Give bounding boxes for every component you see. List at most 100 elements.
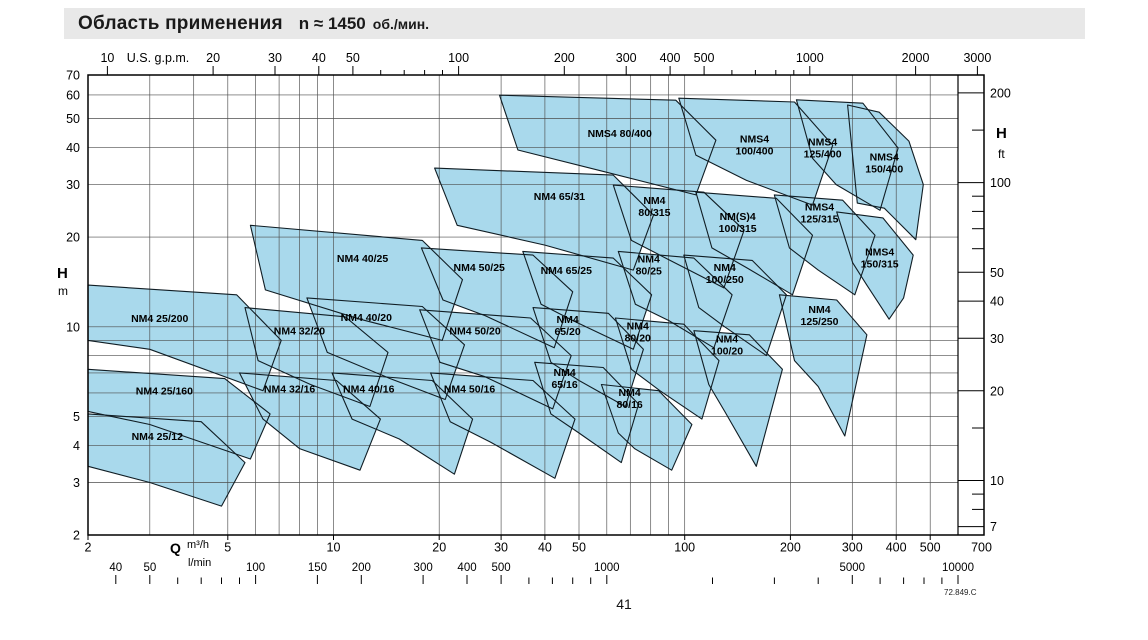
tick-label: 4 <box>73 439 80 453</box>
pump-region-label-text: 150/400 <box>865 163 903 175</box>
pump-region-fill-nm4-25-160 <box>88 369 271 459</box>
pump-region-label-nm4-32-20: NM4 32/20 <box>274 326 326 338</box>
pump-region-outline-nm4-100-250 <box>683 254 787 357</box>
pump-region-label-text: NM4 65/31 <box>534 191 586 203</box>
pump-region-outline-nm4-50-16 <box>430 372 576 479</box>
tick-label: 2000 <box>902 51 930 65</box>
ft-axis-unit: ft <box>998 147 1005 161</box>
pump-region-outline-nms4-80-400 <box>498 94 717 196</box>
tick-label: 60 <box>66 88 80 102</box>
speed-unit-label: об./мин. <box>372 15 430 32</box>
tick-label: 5000 <box>839 562 865 574</box>
pump-region-outline-nm4-32-20 <box>244 307 389 408</box>
tick-label: 200 <box>352 562 371 574</box>
pump-region-label-text: 65/16 <box>551 379 577 391</box>
pump-region-outline-nm4-65-20 <box>532 307 644 408</box>
tick-label: 500 <box>920 541 941 555</box>
speed-label: n ≈ 1450 <box>298 13 366 33</box>
pump-region-outline-nm4-40-25 <box>249 224 464 341</box>
pump-region-fill-nms4-150-400 <box>847 105 924 240</box>
pump-region-label-nm4-25-160: NM4 25/160 <box>136 386 193 398</box>
pump-region-label-text: 150/315 <box>861 259 899 271</box>
tick-label: 100 <box>674 541 695 555</box>
tick-label: 30 <box>66 178 80 192</box>
tick-label: 3000 <box>963 51 991 65</box>
tick-label: 5 <box>73 410 80 424</box>
pump-region-label-text: NMS4 <box>865 247 894 259</box>
lmin-scale-labels: 40 50 100 150 200 300 400 500 1000 5000 10000 <box>109 562 974 574</box>
pump-region-label-text: NM4 32/16 <box>264 384 316 396</box>
pump-region-outline-nm4-80-20 <box>614 317 720 420</box>
tick-label: 10 <box>100 51 114 65</box>
pump-region-label-text: 100/315 <box>719 223 757 235</box>
tick-label: 100 <box>448 51 469 65</box>
pump-region-outline-nm-s-4-100-315 <box>695 191 814 296</box>
tick-label: 40 <box>312 51 326 65</box>
y-axis-unit: m <box>58 284 68 298</box>
tick-label: 400 <box>886 541 907 555</box>
pump-region-label-nm4-25-12: NM4 25/12 <box>132 431 184 443</box>
tick-label: 10000 <box>942 562 974 574</box>
gpm-scale-ticks <box>106 66 978 75</box>
pump-region-labels: NM4 25/12 NM4 25/160 NM4 25/200 NM4 32/16 NM… <box>131 128 903 443</box>
tick-label: 40 <box>66 141 80 155</box>
pump-region-label-text: NM4 25/200 <box>131 313 188 325</box>
tick-label: 50 <box>346 51 360 65</box>
pump-region-label-text: NM4 25/12 <box>132 431 184 443</box>
pump-region-label-text: NMS4 <box>870 151 899 163</box>
pump-region-outline-nms4-150-400 <box>847 104 924 241</box>
page-number: 41 <box>616 596 632 612</box>
tick-label: 1000 <box>796 51 824 65</box>
pump-region-outline-nm4-65-31 <box>434 167 655 271</box>
tick-label: 400 <box>660 51 681 65</box>
pump-region-label-nm4-32-16: NM4 32/16 <box>264 384 316 396</box>
tick-label: 300 <box>842 541 863 555</box>
ft-scale-ticks <box>958 92 984 528</box>
tick-label: 50 <box>990 266 1004 280</box>
q-axis-unit-m3h: m³/h <box>187 539 209 551</box>
pump-region-outline-nms4-125-400 <box>795 99 899 211</box>
tick-label: 150 <box>308 562 327 574</box>
tick-label: 40 <box>538 541 552 555</box>
pump-region-label-nm4-50-25: NM4 50/25 <box>454 262 506 274</box>
doc-reference: 72.849.C <box>944 588 977 597</box>
pump-region-outline-nm4-50-25 <box>420 247 574 349</box>
pump-region-label-text: NMS4 <box>740 134 769 146</box>
pump-region-outline-nm4-65-25 <box>522 250 653 350</box>
pump-region-label-text: 80/16 <box>617 399 643 411</box>
pump-region-label-nm4-40-20: NM4 40/20 <box>341 312 393 324</box>
pump-region-fill-nm4-100-20 <box>693 330 783 467</box>
pump-region-label-nm4-65-25: NM4 65/25 <box>541 265 593 277</box>
tick-label: 200 <box>990 86 1011 100</box>
lmin-scale-ticks <box>115 575 959 584</box>
plot-border <box>87 74 985 536</box>
pump-region-outline-nms4-125-315 <box>773 194 876 296</box>
pump-region-label-text: NMS4 <box>808 137 837 149</box>
pump-region-label-text: NM4 <box>619 387 641 399</box>
pump-region-label-text: NM4 40/16 <box>343 384 395 396</box>
pump-region-outline-nm4-125-250 <box>778 294 868 437</box>
pump-region-label-text: NM4 25/160 <box>136 386 193 398</box>
tick-label: 200 <box>554 51 575 65</box>
pump-region-label-text: NM4 32/20 <box>274 326 326 338</box>
pump-region-label-nm4-65-31: NM4 65/31 <box>534 191 586 203</box>
pump-region-outline-nm4-65-16 <box>534 361 640 464</box>
ft-axis-title: H <box>996 125 1007 142</box>
tick-label: 50 <box>572 541 586 555</box>
pump-region-label-text: NM4 <box>556 314 578 326</box>
tick-label: 40 <box>109 562 122 574</box>
tick-label: 300 <box>616 51 637 65</box>
tick-label: 400 <box>457 562 476 574</box>
pump-region-outline-nms4-100-400 <box>678 97 834 206</box>
tick-label: 50 <box>66 112 80 126</box>
pump-region-fill-nm4-80-20 <box>615 318 719 420</box>
tick-label: 20 <box>206 51 220 65</box>
tick-label: 10 <box>327 541 341 555</box>
